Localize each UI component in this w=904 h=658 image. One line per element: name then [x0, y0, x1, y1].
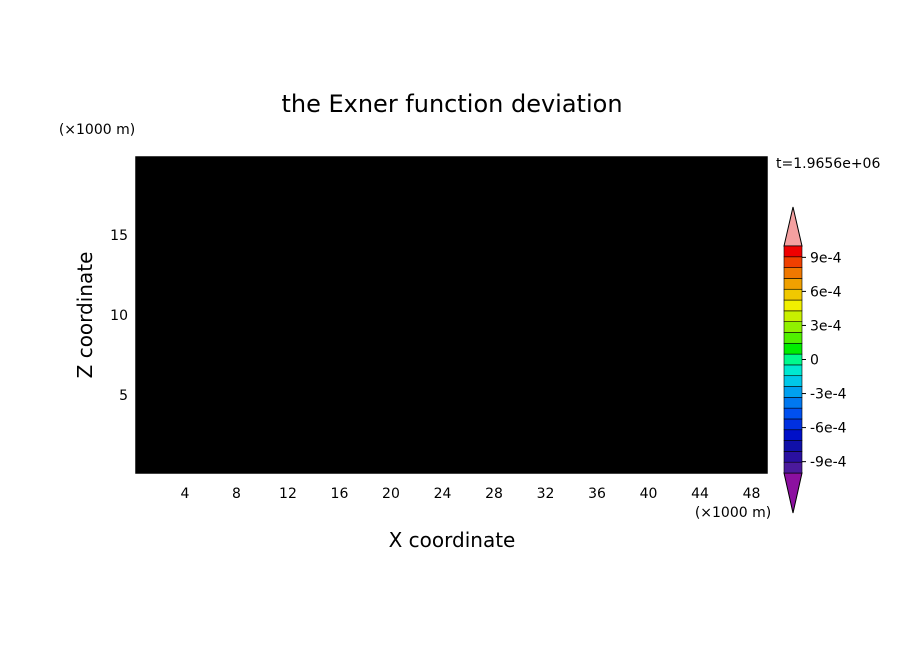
colorbar-band [783, 299, 803, 312]
colorbar-band [783, 407, 803, 420]
colorbar-tick-label: 6e-4 [810, 284, 842, 300]
x-tick-label: 24 [434, 486, 452, 502]
colorbar-band [783, 310, 803, 322]
colorbar-band [783, 440, 803, 452]
time-annotation: t=1.9656e+06 [776, 156, 880, 172]
colorbar-band [783, 451, 803, 463]
colorbar-tick-label: 3e-4 [810, 318, 842, 334]
colorbar-tick-label: 0 [810, 353, 819, 369]
colorbar-over [783, 206, 803, 247]
x-tick-label: 44 [691, 486, 709, 502]
x-tick-label: 16 [331, 486, 349, 502]
x-tick-label: 48 [743, 486, 761, 502]
colorbar-band [783, 267, 803, 279]
colorbar-under [783, 472, 803, 514]
colorbar-band [783, 353, 803, 366]
colorbar-band [783, 342, 803, 355]
colorbar-band [783, 256, 803, 268]
colorbar-band [783, 288, 803, 301]
x-axis-label: X coordinate [389, 528, 516, 552]
colorbar-band [783, 245, 803, 258]
colorbar-tick-label: -3e-4 [810, 387, 847, 403]
contour-region [460, 463, 472, 473]
colorbar-band [783, 375, 803, 387]
contour-region [176, 462, 186, 473]
colorbar-band [783, 429, 803, 441]
x-tick-label: 40 [640, 486, 658, 502]
y-tick-label: 5 [119, 388, 128, 404]
chart-title: the Exner function deviation [281, 90, 622, 118]
y-unit: (×1000 m) [59, 122, 135, 138]
y-axis-label: Z coordinate [73, 252, 97, 379]
colorbar-band [783, 386, 803, 398]
colorbar-tick-label: -6e-4 [810, 421, 847, 437]
colorbar-tick-label: 9e-4 [810, 250, 842, 266]
x-tick-label: 28 [485, 486, 503, 502]
contour-region [322, 460, 334, 473]
contour-region [204, 303, 465, 473]
x-tick-label: 20 [382, 486, 400, 502]
y-tick-label: 10 [110, 308, 128, 324]
x-tick-label: 12 [279, 486, 297, 502]
colorbar-band [783, 418, 803, 431]
colorbar-band [783, 278, 803, 290]
colorbar-band [783, 321, 803, 333]
x-tick-label: 4 [180, 486, 189, 502]
y-tick-label: 15 [110, 228, 128, 244]
colorbar-tick-label: -9e-4 [810, 455, 847, 471]
x-unit: (×1000 m) [695, 505, 771, 521]
colorbar-band [783, 461, 803, 474]
colorbar-band [783, 364, 803, 377]
colorbar-band [783, 397, 803, 409]
x-tick-label: 32 [537, 486, 555, 502]
x-tick-label: 36 [588, 486, 606, 502]
contour-region [500, 157, 767, 473]
colorbar-band [783, 332, 803, 344]
contour-region [139, 464, 148, 473]
x-tick-label: 8 [232, 486, 241, 502]
